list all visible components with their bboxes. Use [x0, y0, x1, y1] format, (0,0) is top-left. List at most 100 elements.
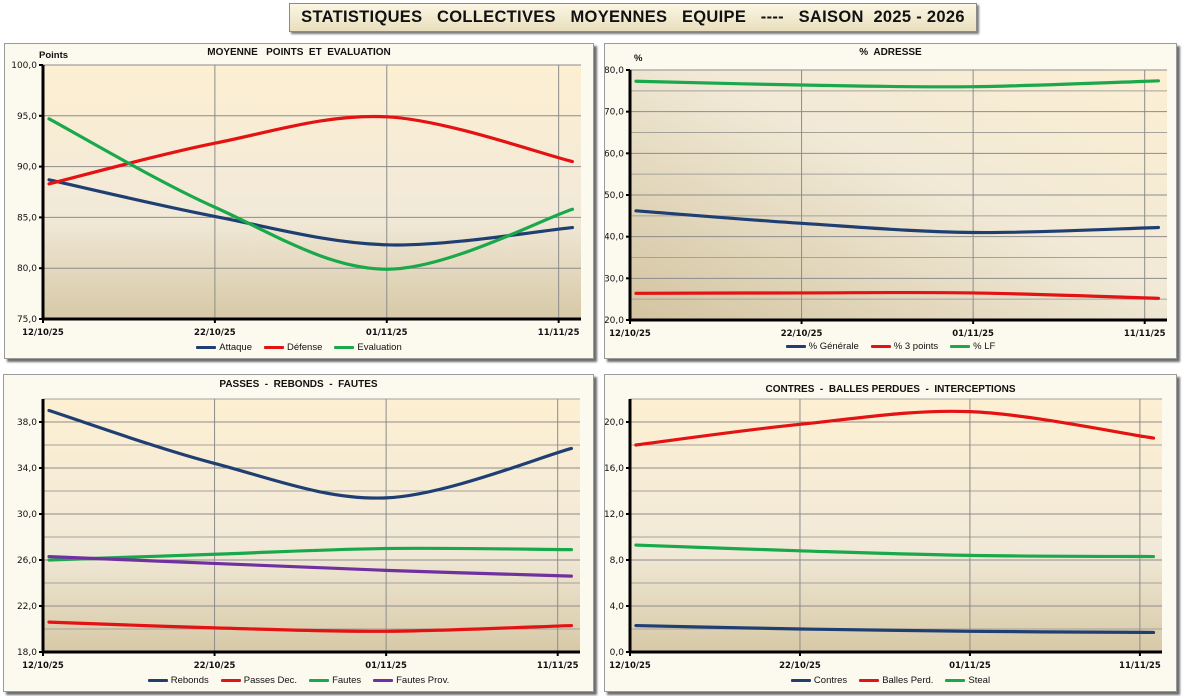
legend-item: Balles Perd. [859, 675, 933, 686]
y-tick-label: 50,0 [605, 191, 624, 201]
series-line-fautes-prov [47, 554, 574, 578]
legend-label: % 3 points [893, 341, 939, 352]
y-tick-label: 26,0 [17, 556, 37, 566]
y-tick-label: 60,0 [605, 149, 624, 159]
legend-label: Rebonds [170, 675, 209, 686]
legend-line-icon [785, 344, 806, 348]
plot-area [630, 399, 1162, 652]
x-tick-label: 12/10/25 [609, 329, 651, 339]
x-tick-label: 22/10/25 [779, 661, 821, 671]
y-tick-label: 16,0 [605, 464, 624, 474]
x-tick-label: 22/10/25 [194, 661, 236, 671]
legend-line-icon [263, 345, 284, 349]
legend-label: Contres [813, 675, 848, 686]
legend-label: Passes Dec. [243, 675, 298, 686]
chart-legend: Contres Balles Perd. Steal [605, 675, 1176, 686]
x-tick-label: 12/10/25 [22, 661, 64, 671]
legend-label: Steal [968, 675, 991, 686]
y-tick-label: 40,0 [605, 233, 624, 243]
series-line-fautes [47, 546, 574, 562]
chart-plot: 20,0 30,0 40,0 50,0 60,0 70,0 80,0 12/10/25 22/1… [605, 66, 1167, 339]
legend-line-icon [334, 345, 355, 349]
y-axis-label: Points [39, 50, 69, 61]
legend-label: % LF [973, 341, 996, 352]
x-tick-label: 12/10/25 [22, 328, 64, 338]
y-tick-label: 20,0 [605, 316, 624, 326]
chart-panel-adresse: % ADRESSE % 20,0 30,0 40,0 50,0 60,0 70,0 80,0… [604, 43, 1177, 359]
legend-line-icon [870, 344, 891, 348]
legend-label: Evaluation [357, 342, 402, 353]
y-axis-label: % [634, 53, 643, 64]
chart-panel-contres-balles-interceptions: CONTRES - BALLES PERDUES - INTERCEPTIONS… [604, 374, 1177, 692]
y-tick-label: 100,0 [11, 61, 37, 71]
chart-title: % ADRESSE [859, 47, 922, 58]
y-tick-label: 30,0 [605, 274, 624, 284]
y-tick-label: 12,0 [605, 510, 624, 520]
series-line-3-points [634, 290, 1161, 300]
legend-label: Balles Perd. [882, 675, 934, 686]
chart-title: MOYENNE POINTS ET EVALUATION [207, 47, 391, 58]
y-tick-label: 34,0 [17, 464, 37, 474]
legend-label: % Générale [808, 341, 859, 352]
x-tick-label: 12/10/25 [609, 661, 651, 671]
y-tick-label: 80,0 [17, 264, 37, 274]
legend-item: Contres [790, 675, 848, 686]
legend-item: % LF [950, 341, 995, 352]
y-tick-label: 18,0 [17, 648, 37, 658]
y-tick-label: 75,0 [17, 315, 37, 325]
chart-panel-passes-rebonds-fautes: PASSES - REBONDS - FAUTES 18,0 22,0 26,0 30… [3, 374, 594, 692]
legend-label: Fautes [332, 675, 362, 686]
page-banner-title: STATISTIQUES COLLECTIVES MOYENNES EQUIPE… [289, 3, 977, 32]
legend-item: Passes Dec. [220, 675, 298, 686]
legend-item: Fautes [309, 675, 361, 686]
series-line-g-n-rale [634, 209, 1161, 235]
chart-legend: Attaque Défense Evaluation [5, 342, 593, 353]
x-tick-label: 22/10/25 [194, 328, 236, 338]
legend-item: Attaque [196, 342, 252, 353]
series-line-balles-perd [634, 409, 1156, 447]
chart-legend: % Générale % 3 points % LF [605, 341, 1176, 352]
y-tick-label: 20,0 [605, 418, 624, 428]
legend-line-icon [147, 678, 168, 682]
legend-line-icon [790, 678, 811, 682]
series-line-d-fense [47, 114, 575, 186]
y-tick-label: 22,0 [17, 602, 37, 612]
x-tick-label: 01/11/25 [366, 328, 408, 338]
legend-label: Attaque [219, 342, 252, 353]
y-tick-label: 0,0 [610, 648, 625, 658]
legend-line-icon [859, 678, 880, 682]
x-tick-label: 11/11/25 [1124, 329, 1166, 339]
series-line-rebonds [47, 408, 574, 500]
y-tick-label: 90,0 [17, 163, 37, 173]
legend-item: Steal [945, 675, 990, 686]
y-tick-label: 8,0 [610, 556, 625, 566]
legend-line-icon [196, 345, 217, 349]
legend-label: Fautes Prov. [396, 675, 450, 686]
y-tick-label: 30,0 [17, 510, 37, 520]
y-tick-label: 38,0 [17, 418, 37, 428]
legend-line-icon [945, 678, 966, 682]
legend-item: Fautes Prov. [373, 675, 449, 686]
x-tick-label: 01/11/25 [952, 329, 994, 339]
x-tick-label: 22/10/25 [781, 329, 823, 339]
x-tick-label: 01/11/25 [949, 661, 991, 671]
chart-plot: 75,0 80,0 85,0 90,0 95,0 100,0 12/10/25 22/10/2… [11, 61, 581, 338]
chart-legend: Rebonds Passes Dec. Fautes Fautes Prov. [4, 675, 593, 686]
chart-panel-points-evaluation: MOYENNE POINTS ET EVALUATION Points 75,0… [4, 43, 594, 359]
legend-line-icon [373, 678, 394, 682]
legend-line-icon [220, 678, 241, 682]
y-tick-label: 70,0 [605, 108, 624, 118]
plot-area [43, 399, 580, 652]
chart-title: PASSES - REBONDS - FAUTES [219, 379, 378, 390]
chart-plot: 0,0 4,0 8,0 12,0 16,0 20,0 12/10/25 22/10/25 01/… [605, 398, 1162, 671]
plot-area [43, 65, 581, 319]
series-line-contres [634, 623, 1156, 635]
chart-plot: 18,0 22,0 26,0 30,0 34,0 38,0 12/10/25 22/10/25… [17, 398, 580, 671]
legend-label: Défense [286, 342, 323, 353]
y-tick-label: 80,0 [605, 66, 624, 76]
series-line-attaque [47, 178, 575, 247]
legend-line-icon [950, 344, 971, 348]
legend-item: Evaluation [334, 342, 402, 353]
series-line-evaluation [47, 117, 575, 271]
x-tick-label: 11/11/25 [1119, 661, 1161, 671]
